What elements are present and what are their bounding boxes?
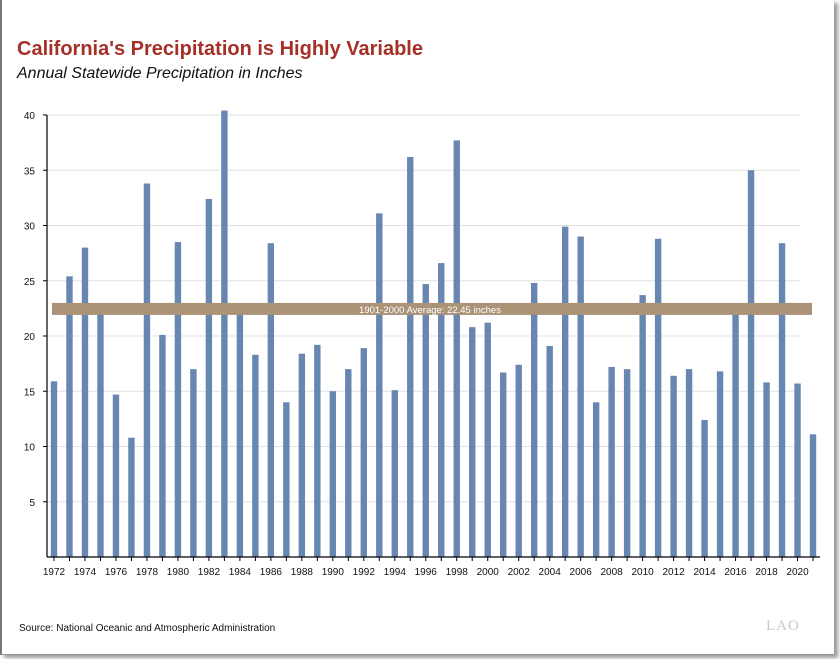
bar-2007 — [592, 402, 600, 557]
bar-2013 — [685, 369, 693, 557]
bar-2014 — [701, 419, 708, 557]
bar-1976 — [112, 394, 120, 557]
bar-2021 — [809, 434, 817, 557]
bar-2005 — [561, 226, 569, 558]
bar-1975 — [97, 311, 104, 557]
x-tick-label: 2006 — [570, 567, 593, 578]
bar-2002 — [515, 364, 522, 557]
bar-2000 — [484, 322, 491, 557]
x-tick-label: 1972 — [43, 567, 66, 578]
y-tick-label: 30 — [24, 222, 36, 233]
bar-1986 — [267, 243, 275, 557]
x-tick-label: 2004 — [539, 567, 562, 578]
chart-subtitle: Annual Statewide Precipitation in Inches — [17, 65, 303, 82]
x-tick-label: 1994 — [384, 567, 407, 578]
bar-1981 — [190, 369, 197, 557]
bar-1993 — [376, 213, 383, 557]
bar-1984 — [236, 310, 244, 557]
bar-1974 — [81, 247, 89, 557]
x-tick-label: 2002 — [508, 567, 531, 578]
bar-1992 — [360, 348, 367, 557]
bar-2009 — [623, 369, 631, 557]
x-tick-label: 1974 — [74, 567, 97, 578]
x-tick-label: 2000 — [477, 567, 500, 578]
bar-2003 — [530, 282, 538, 557]
bar-1997 — [438, 263, 445, 557]
bar-2001 — [500, 372, 507, 557]
x-tick-label: 1976 — [105, 567, 128, 578]
y-tick-label: 40 — [24, 111, 36, 122]
bar-1998 — [453, 140, 460, 558]
bar-1988 — [298, 353, 306, 557]
y-tick-label: 20 — [24, 332, 36, 343]
bar-1999 — [469, 327, 476, 557]
bar-2019 — [778, 243, 786, 557]
y-tick-label: 5 — [29, 498, 35, 509]
x-tick-label: 1990 — [322, 567, 345, 578]
bar-1973 — [66, 276, 73, 557]
bar-2012 — [670, 375, 677, 557]
y-tick-label: 35 — [24, 166, 36, 177]
bar-1987 — [283, 402, 290, 557]
x-tick-label: 2010 — [631, 567, 654, 578]
bar-1978 — [143, 183, 151, 557]
average-label: 1901-2000 Average: 22.45 inches — [359, 305, 501, 316]
bar-2015 — [716, 371, 724, 557]
bar-1985 — [252, 354, 259, 557]
x-tick-label: 2014 — [693, 567, 716, 578]
x-tick-label: 1998 — [446, 567, 469, 578]
average-band — [52, 302, 812, 315]
y-tick-label: 10 — [24, 443, 36, 454]
x-tick-label: 1980 — [167, 567, 190, 578]
source-note: Source: National Oceanic and Atmospheric… — [19, 623, 276, 634]
x-tick-label: 1988 — [291, 567, 314, 578]
bar-1996 — [422, 284, 429, 557]
x-tick-label: 2018 — [755, 567, 778, 578]
bar-1994 — [391, 390, 398, 557]
bar-1972 — [50, 381, 58, 557]
bar-2016 — [732, 313, 739, 557]
x-tick-label: 1992 — [353, 567, 376, 578]
y-tick-label: 25 — [24, 277, 36, 288]
bar-2008 — [608, 366, 615, 557]
bar-2017 — [747, 170, 755, 557]
x-tick-label: 2008 — [601, 567, 624, 578]
bar-1982 — [205, 198, 213, 558]
lao-logo: LAO — [766, 618, 800, 634]
bar-1995 — [407, 156, 414, 558]
bar-1989 — [314, 344, 321, 557]
x-tick-label: 2020 — [786, 567, 809, 578]
chart-title: California's Precipitation is Highly Var… — [17, 38, 423, 60]
x-tick-label: 2016 — [724, 567, 747, 578]
x-tick-label: 1982 — [198, 567, 221, 578]
bar-2004 — [546, 345, 553, 557]
x-tick-label: 2012 — [662, 567, 685, 578]
bar-2010 — [639, 295, 646, 557]
y-tick-label: 15 — [24, 387, 36, 398]
x-tick-label: 1986 — [260, 567, 283, 578]
x-tick-label: 1996 — [415, 567, 438, 578]
bar-2006 — [577, 236, 584, 558]
bar-1983 — [221, 110, 228, 557]
bar-1991 — [345, 369, 352, 557]
bar-2020 — [794, 383, 801, 557]
bar-2011 — [654, 238, 662, 557]
bar-2018 — [763, 382, 770, 557]
bar-1977 — [128, 437, 135, 557]
x-tick-label: 1984 — [229, 567, 252, 578]
bar-1980 — [174, 242, 182, 557]
bar-1979 — [159, 334, 166, 557]
bar-1990 — [329, 391, 337, 557]
x-tick-label: 1978 — [136, 567, 159, 578]
